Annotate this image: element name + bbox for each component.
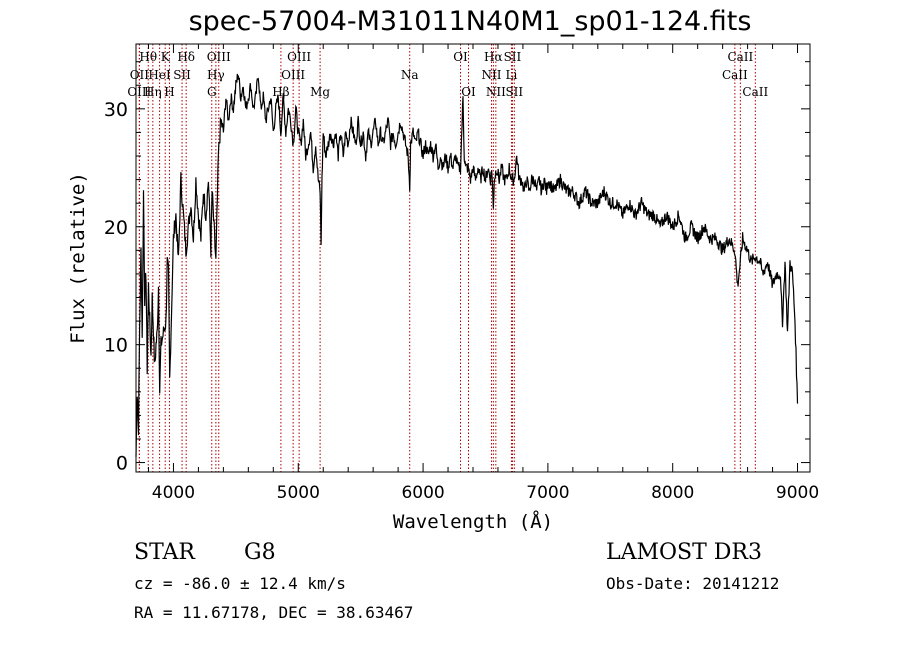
line-label: OI	[453, 50, 468, 64]
line-label: CaII	[727, 50, 753, 64]
line-label: CaII	[722, 68, 748, 82]
line-label: K	[161, 50, 171, 64]
line-label: OI	[461, 85, 476, 99]
x-tick-label: 7000	[526, 483, 569, 503]
line-label: Hδ	[177, 50, 195, 64]
observation-date: Obs-Date: 20141212	[606, 574, 780, 593]
line-label: Hα	[484, 50, 503, 64]
y-tick-label: 30	[104, 99, 128, 121]
x-tick-label: 5000	[277, 483, 320, 503]
y-tick-label: 20	[104, 217, 128, 239]
coordinates-readout: RA = 11.67178, DEC = 38.63467	[134, 603, 414, 622]
axes: Wavelength (Å) Flux (relative) 4000 5000 6…	[67, 43, 819, 533]
y-tick-label: 0	[116, 453, 128, 475]
line-label: OIII	[127, 85, 151, 99]
line-label: Hη	[144, 85, 162, 99]
chart-title: spec-57004-M31011N40M1_sp01-124.fits	[188, 6, 752, 37]
line-label: Na	[401, 68, 419, 82]
line-label: NII	[486, 85, 506, 99]
plot-frame	[135, 43, 811, 473]
line-label: Li	[506, 68, 518, 82]
spectrum-series	[135, 73, 799, 457]
line-label: SII	[505, 85, 523, 99]
y-tick-label: 10	[104, 335, 128, 357]
line-label: Hθ	[139, 50, 157, 64]
x-axis-label: Wavelength (Å)	[393, 510, 553, 533]
redshift-readout: cz = -86.0 ± 12.4 km/s	[134, 574, 346, 593]
x-tick-label: 6000	[401, 483, 444, 503]
line-label: NII	[481, 68, 501, 82]
spectrum-line	[135, 73, 799, 457]
line-label: OII	[130, 68, 150, 82]
object-subclass: G8	[244, 540, 276, 565]
x-tick-label: 9000	[776, 483, 819, 503]
y-axis-label: Flux (relative)	[67, 172, 89, 344]
line-label: G	[207, 85, 217, 99]
x-tick-label: 4000	[152, 483, 195, 503]
line-label: OIII	[207, 50, 231, 64]
line-label: HeI	[148, 68, 171, 82]
line-label: CaII	[742, 85, 768, 99]
line-label: OIII	[287, 50, 311, 64]
object-class: STAR	[134, 540, 195, 565]
line-label: H	[164, 85, 174, 99]
line-label: Mg	[310, 85, 330, 99]
line-label: OIII	[281, 68, 305, 82]
line-label: Hγ	[207, 68, 225, 82]
line-label: Hβ	[272, 85, 289, 99]
survey-name: LAMOST DR3	[606, 540, 762, 565]
x-tick-label: 8000	[651, 483, 694, 503]
line-label: SII	[504, 50, 522, 64]
line-label: SII	[173, 68, 191, 82]
